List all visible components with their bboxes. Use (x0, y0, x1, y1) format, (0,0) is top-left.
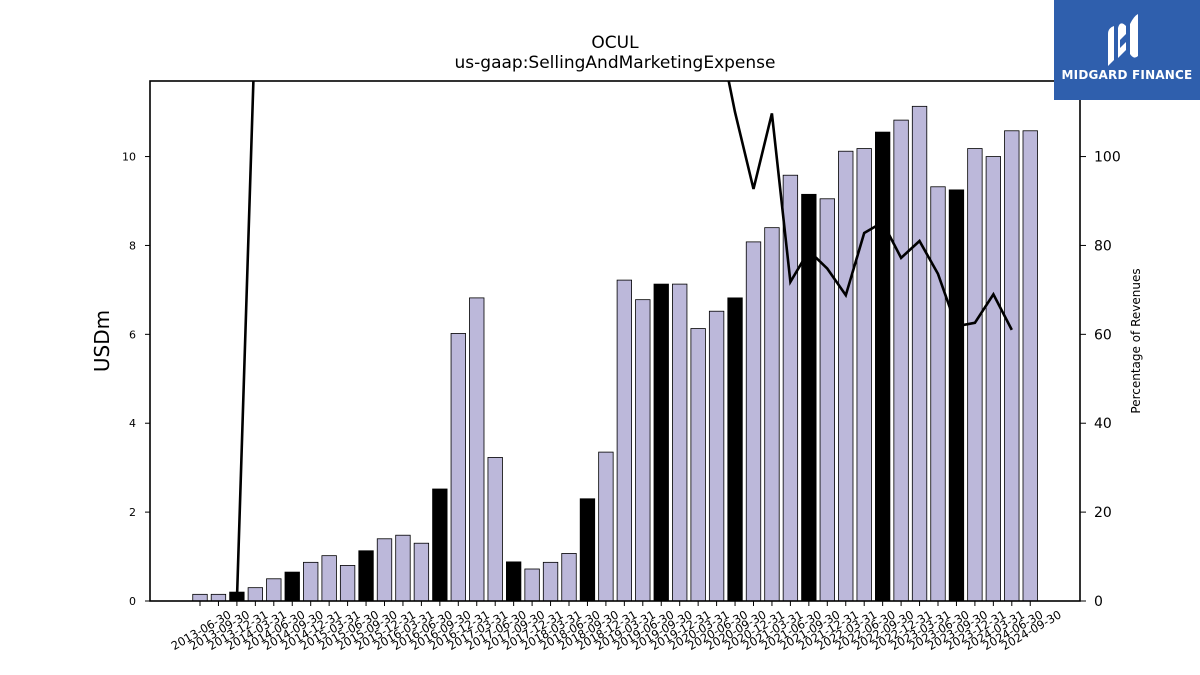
y2-tick-label: 80 (1094, 238, 1112, 254)
bar (505, 561, 522, 602)
y-tick-label: 8 (129, 239, 136, 252)
y-tick-label: 2 (129, 506, 136, 519)
bar (1022, 130, 1038, 602)
percentage-line (235, 81, 1013, 601)
logo-mark-icon (1108, 14, 1138, 66)
bar (210, 593, 227, 602)
percentage-line-path (235, 81, 1013, 601)
bar (616, 279, 632, 602)
y2-tick-label: 0 (1094, 594, 1103, 610)
bar (708, 310, 725, 602)
bar (911, 105, 928, 602)
bar (561, 553, 577, 602)
bar (469, 297, 485, 602)
midgard-finance-logo: MIDGARD FINANCE (1054, 0, 1200, 100)
bar (284, 571, 300, 602)
bar (358, 550, 374, 602)
bar (432, 488, 448, 602)
bar (247, 587, 264, 602)
bar (339, 565, 356, 602)
bar (1004, 130, 1020, 602)
bar (395, 534, 411, 602)
bar (745, 241, 762, 602)
bar (819, 198, 835, 602)
y-tick-label: 6 (129, 328, 136, 341)
bar (893, 119, 909, 602)
bar (266, 578, 282, 602)
bar (450, 333, 466, 602)
bar (579, 498, 596, 602)
bar (542, 561, 559, 602)
bar (727, 297, 743, 602)
bar (875, 131, 891, 602)
axes: 02468100204060801002013-06-302013-09-302… (122, 80, 1121, 653)
bar (690, 328, 706, 602)
bar (598, 451, 614, 602)
bar (303, 561, 319, 602)
bar (672, 283, 688, 602)
y-axis-label: USDm (90, 310, 114, 372)
bar (967, 148, 983, 602)
y2-axis-label: Percentage of Revenues (1129, 268, 1143, 413)
bar (321, 555, 337, 602)
bar (838, 150, 854, 602)
bar (192, 593, 208, 602)
y2-tick-label: 60 (1094, 327, 1112, 343)
bar (413, 542, 430, 602)
plot-frame (149, 80, 1081, 602)
y2-tick-label: 20 (1094, 505, 1112, 521)
bar (653, 283, 669, 602)
logo-text: MIDGARD FINANCE (1061, 68, 1193, 82)
bar (487, 457, 503, 602)
bar (985, 156, 1001, 602)
bar (930, 186, 946, 602)
bar (635, 299, 651, 602)
y2-tick-label: 100 (1094, 150, 1121, 166)
y-tick-label: 0 (129, 595, 136, 608)
bar (524, 568, 540, 602)
y2-tick-label: 40 (1094, 416, 1112, 432)
bars (192, 105, 1038, 602)
bar (856, 148, 872, 602)
bar (376, 538, 393, 602)
chart-subtitle: us-gaap:SellingAndMarketingExpense (455, 53, 776, 73)
bar (948, 189, 965, 602)
y-tick-label: 10 (122, 151, 136, 164)
y-tick-label: 4 (129, 417, 136, 430)
chart-title: OCUL (591, 33, 639, 53)
bar (764, 227, 780, 602)
